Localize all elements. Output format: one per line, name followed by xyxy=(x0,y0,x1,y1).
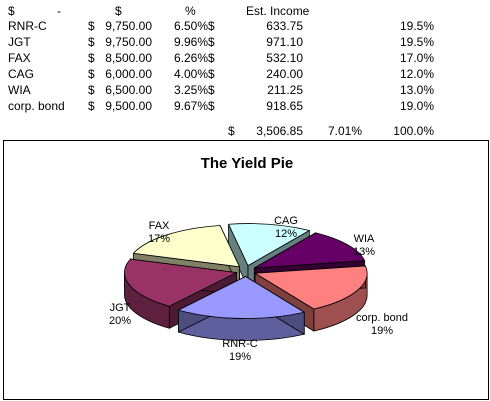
table-cell-pct: 9.67% xyxy=(173,99,208,113)
header-pct: % xyxy=(185,4,196,18)
header-currency: $ xyxy=(8,4,15,18)
table-cell-share: 19.5% xyxy=(399,19,434,33)
table-cell-amount: 8,500.00 xyxy=(105,51,152,65)
table-cell-amount: 6,500.00 xyxy=(105,83,152,97)
table-cell-pct: 9.96% xyxy=(173,35,208,49)
table-cell-cur2: $ xyxy=(208,51,215,65)
slice-percent-label: 17% xyxy=(148,233,170,245)
slice-percent-label: 20% xyxy=(109,315,131,327)
slice-label: FAX xyxy=(149,220,170,232)
table-cell-cur: $ xyxy=(88,19,95,33)
table-cell-income: 240.00 xyxy=(266,67,303,81)
slice-label: JGT xyxy=(110,302,131,314)
table-cell-income: 918.65 xyxy=(266,99,303,113)
slice-label: corp. bond xyxy=(356,312,408,324)
table-cell-cur2: $ xyxy=(208,35,215,49)
table-cell-cur: $ xyxy=(88,67,95,81)
table-cell-pct: 6.26% xyxy=(173,51,208,65)
slice-label: CAG xyxy=(274,215,298,227)
table-cell-name: FAX xyxy=(8,51,31,65)
table-cell-name: RNR-C xyxy=(8,19,47,33)
total-pct: 7.01% xyxy=(327,124,362,138)
total-share: 100.0% xyxy=(393,124,434,138)
table-cell-cur: $ xyxy=(88,51,95,65)
table-cell-amount: 9,750.00 xyxy=(105,35,152,49)
table-cell-amount: 9,500.00 xyxy=(105,99,152,113)
slice-percent-label: 19% xyxy=(371,325,393,337)
table-cell-share: 13.0% xyxy=(399,83,434,97)
chart-area: The Yield Pie CAG 12% WIA 13% corp. bond 19% R… xyxy=(3,140,489,400)
slice-percent-label: 12% xyxy=(275,228,297,240)
table-cell-share: 19.5% xyxy=(399,35,434,49)
table-cell-pct: 3.25% xyxy=(173,83,208,97)
slice-label: RNR-C xyxy=(222,338,257,350)
total-income: 3,506.85 xyxy=(256,124,303,138)
slice-percent-label: 13% xyxy=(353,246,375,258)
table-cell-income: 211.25 xyxy=(267,83,303,97)
table-cell-cur2: $ xyxy=(208,83,215,97)
table-cell-cur: $ xyxy=(88,35,95,49)
table-cell-name: WIA xyxy=(8,83,31,97)
table-cell-cur2: $ xyxy=(208,19,215,33)
table-cell-pct: 6.50% xyxy=(173,19,208,33)
total-currency: $ xyxy=(228,124,235,138)
table-cell-cur2: $ xyxy=(208,67,215,81)
table-cell-cur: $ xyxy=(88,99,95,113)
table-cell-cur2: $ xyxy=(208,99,215,113)
table-cell-name: JGT xyxy=(8,35,31,49)
table-cell-pct: 4.00% xyxy=(173,67,208,81)
table-cell-income: 971.10 xyxy=(266,35,303,49)
table-cell-share: 19.0% xyxy=(399,99,434,113)
table-cell-amount: 6,000.00 xyxy=(105,67,152,81)
header-amount: $ xyxy=(115,4,122,18)
table-cell-share: 12.0% xyxy=(399,67,434,81)
pie-slice-rnr-c xyxy=(177,275,306,341)
table-cell-name: corp. bond xyxy=(8,99,65,113)
table-cell-income: 633.75 xyxy=(266,19,303,33)
header-dash: - xyxy=(57,4,61,18)
chart-title: The Yield Pie xyxy=(201,155,294,172)
slice-percent-label: 19% xyxy=(229,351,251,363)
slice-label: WIA xyxy=(354,233,375,245)
table-cell-share: 17.0% xyxy=(399,51,434,65)
table-cell-income: 532.10 xyxy=(266,51,303,65)
header-income: Est. Income xyxy=(246,4,310,18)
table-cell-cur: $ xyxy=(88,83,95,97)
table-cell-name: CAG xyxy=(8,67,35,81)
table-cell-amount: 9,750.00 xyxy=(105,19,152,33)
